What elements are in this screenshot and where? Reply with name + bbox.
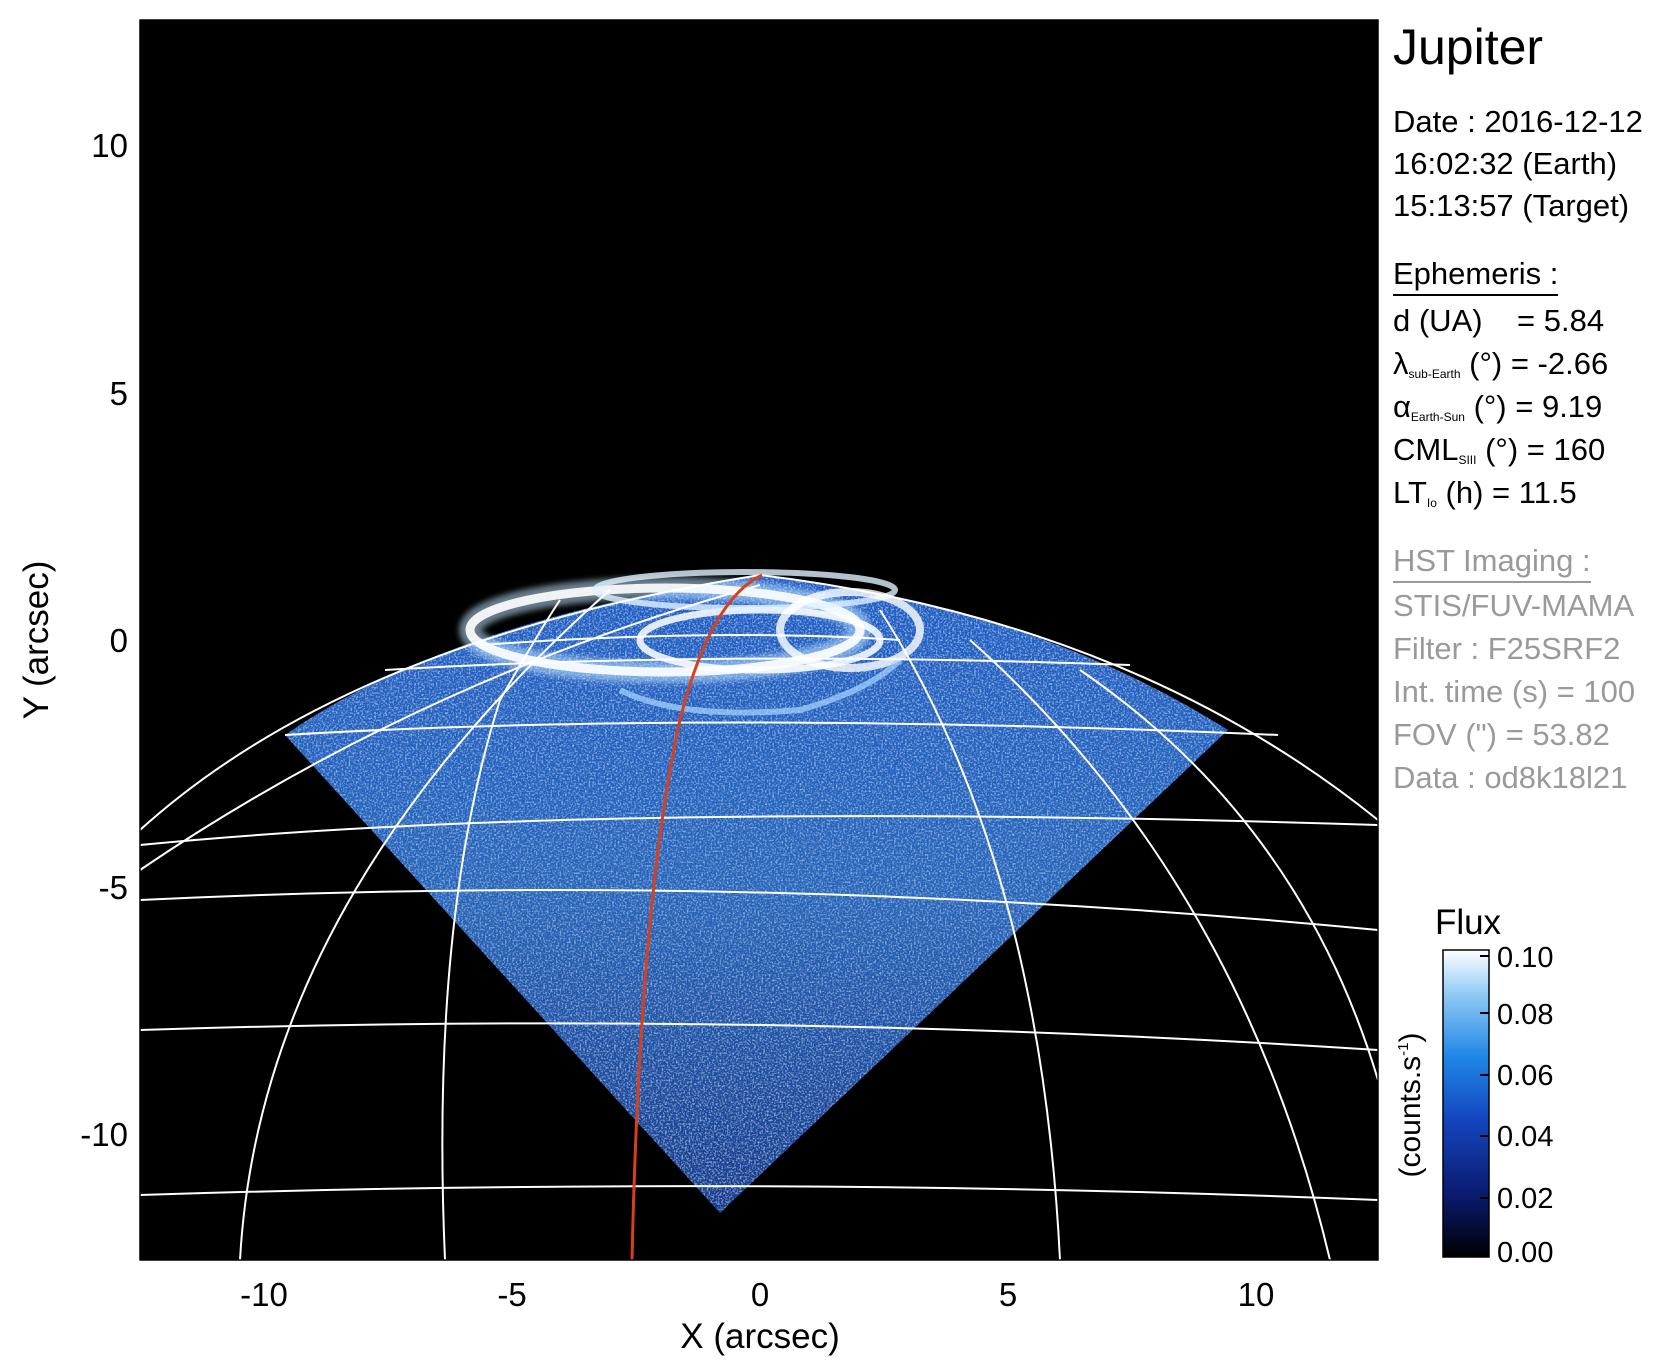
ephemeris-header: Ephemeris : [1393, 256, 1559, 296]
x-tick-label: -5 [497, 1276, 526, 1313]
colorbar-tick-label: 0.06 [1497, 1060, 1553, 1092]
integration-time: Int. time (s) = 100 [1393, 674, 1636, 709]
y-tick-label: -5 [99, 869, 128, 906]
filter: Filter : F25SRF2 [1393, 631, 1621, 666]
y-tick-label: -10 [80, 1116, 128, 1153]
date-line: Date : 2016-12-12 [1393, 104, 1643, 139]
ephemeris-lt: LTIo (h) = 11.5 [1393, 475, 1577, 510]
x-tick-label: 10 [1238, 1276, 1275, 1313]
time-target: 15:13:57 (Target) [1393, 188, 1630, 223]
ephemeris-distance: d (UA) = 5.84 [1393, 303, 1605, 338]
instrument: STIS/FUV-MAMA [1393, 588, 1635, 623]
x-tick-label: -10 [240, 1276, 288, 1313]
data-id: Data : od8k18l21 [1393, 760, 1628, 795]
colorbar [1442, 949, 1490, 1258]
observed-disk-wedge [285, 575, 1228, 1213]
longitude-grid [239, 589, 1378, 1260]
x-tick-marks [263, 1248, 1257, 1260]
time-earth: 16:02:32 (Earth) [1393, 146, 1618, 181]
x-tick-label: 0 [751, 1276, 769, 1313]
colorbar-tick-label: 0.02 [1497, 1183, 1553, 1215]
ephemeris-alpha: αEarth-Sun (°) = 9.19 [1393, 389, 1603, 424]
field-of-view: FOV (") = 53.82 [1393, 717, 1610, 752]
colorbar-tick-label: 0.08 [1497, 999, 1553, 1031]
y-tick-label: 0 [110, 622, 128, 659]
y-tick-label: 10 [91, 127, 128, 164]
x-tick-label: 5 [999, 1276, 1017, 1313]
auroral-oval [459, 569, 924, 716]
planet-title: Jupiter [1393, 19, 1544, 75]
colorbar-tick-label: 0.00 [1497, 1237, 1553, 1269]
ephemeris-cml: CMLSIII (°) = 160 [1393, 432, 1606, 467]
colorbar-title: Flux [1435, 903, 1502, 942]
hst-header: HST Imaging : [1393, 543, 1591, 583]
colorbar-tick-label: 0.10 [1497, 942, 1553, 974]
ephemeris-lambda: λsub-Earth (°) = -2.66 [1393, 346, 1609, 381]
colorbar-tick-label: 0.04 [1497, 1121, 1553, 1153]
y-tick-label: 5 [110, 375, 128, 412]
colorbar-unit-label: (counts.s-1) [1394, 1032, 1427, 1177]
x-axis-label: X (arcsec) [680, 1317, 839, 1356]
y-axis-label: Y (arcsec) [17, 561, 56, 720]
reference-meridian [630, 573, 763, 1260]
